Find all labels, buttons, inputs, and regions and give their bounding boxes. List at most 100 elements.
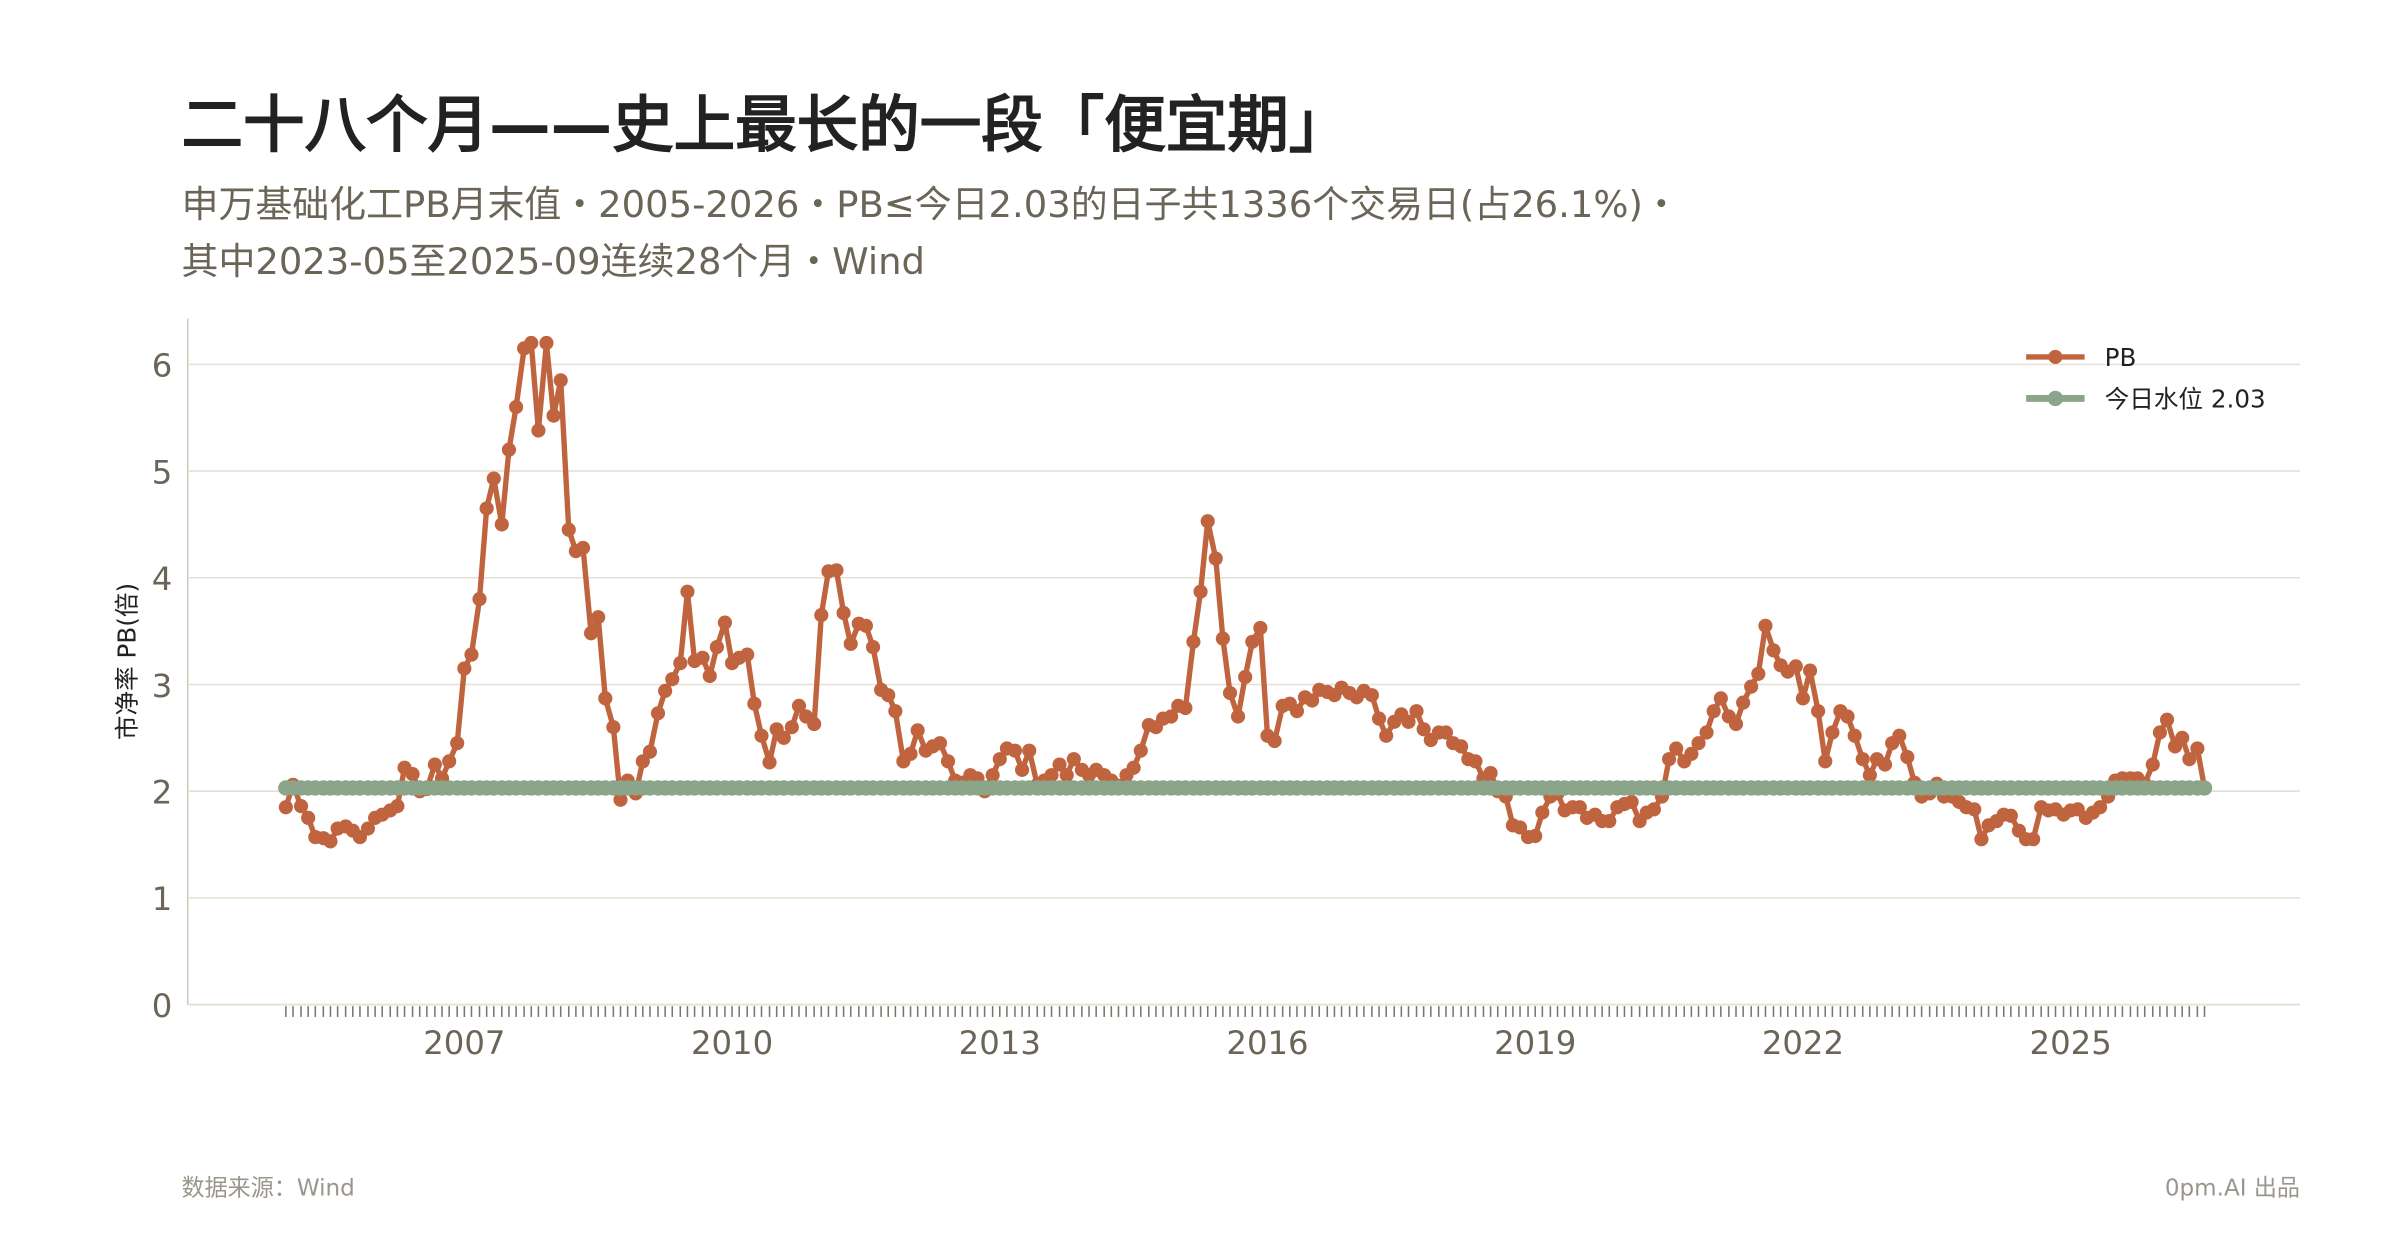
data-point bbox=[546, 408, 561, 423]
data-point bbox=[1022, 743, 1037, 758]
data-point bbox=[1713, 691, 1728, 706]
data-point bbox=[1661, 752, 1677, 767]
data-point bbox=[858, 618, 873, 633]
data-point bbox=[1788, 659, 1803, 674]
data-point bbox=[539, 335, 554, 351]
data-point bbox=[1825, 725, 1840, 740]
data-point bbox=[1133, 743, 1148, 758]
data-point bbox=[1840, 709, 1855, 724]
data-point bbox=[606, 720, 621, 735]
chart-title: 二十八个月——史上最长的一段「便宜期」 bbox=[182, 89, 1351, 161]
data-point bbox=[985, 768, 1000, 783]
data-point bbox=[561, 522, 576, 537]
data-point bbox=[1483, 765, 1498, 781]
data-point bbox=[791, 698, 807, 713]
data-point bbox=[762, 755, 777, 770]
data-point bbox=[1602, 813, 1617, 829]
data-point bbox=[1238, 669, 1253, 685]
data-point bbox=[1699, 725, 1714, 740]
y-axis-label: 市净率 PB(倍) bbox=[112, 583, 141, 740]
legend-label: 今日水位 2.03 bbox=[2105, 385, 2266, 414]
data-point bbox=[1811, 704, 1826, 719]
data-point bbox=[1758, 618, 1773, 633]
data-point bbox=[717, 615, 732, 630]
data-point bbox=[1967, 802, 1982, 817]
data-point bbox=[442, 754, 457, 769]
data-point bbox=[658, 683, 673, 698]
data-point bbox=[1624, 794, 1639, 809]
data-point bbox=[1193, 584, 1208, 599]
data-point bbox=[598, 691, 613, 706]
data-point bbox=[1974, 832, 1989, 847]
data-point bbox=[1706, 704, 1721, 719]
data-point bbox=[509, 399, 524, 415]
y-tick-label: 2 bbox=[152, 774, 173, 812]
x-tick-label: 2010 bbox=[691, 1024, 773, 1062]
data-point bbox=[2152, 725, 2167, 740]
y-tick-label: 0 bbox=[152, 987, 173, 1025]
data-point bbox=[1684, 746, 1699, 761]
data-point bbox=[494, 517, 509, 532]
data-point bbox=[1818, 754, 1833, 769]
data-point bbox=[2175, 730, 2190, 745]
data-point bbox=[486, 471, 501, 486]
data-point bbox=[1877, 757, 1893, 772]
data-point bbox=[1409, 704, 1424, 719]
data-point bbox=[1900, 749, 1915, 765]
y-tick-label: 6 bbox=[152, 347, 173, 385]
credit-note: 0pm.AI 出品 bbox=[2165, 1175, 2300, 1201]
data-point bbox=[1454, 739, 1469, 754]
data-point bbox=[1669, 741, 1684, 756]
legend-label: PB bbox=[2105, 343, 2137, 372]
data-point bbox=[829, 563, 844, 578]
legend-marker bbox=[2048, 349, 2063, 364]
data-point bbox=[1862, 768, 1877, 783]
data-point bbox=[1215, 631, 1230, 646]
data-point bbox=[807, 716, 822, 732]
data-point bbox=[881, 688, 896, 703]
data-point bbox=[405, 767, 420, 782]
data-point bbox=[1305, 693, 1320, 708]
x-tick-label: 2022 bbox=[1762, 1024, 1844, 1062]
legend-marker bbox=[2047, 390, 2064, 407]
data-point bbox=[903, 746, 918, 761]
data-point bbox=[650, 706, 666, 721]
data-point bbox=[1438, 725, 1454, 740]
data-point bbox=[427, 757, 442, 772]
data-point bbox=[1802, 663, 1818, 678]
data-point bbox=[1164, 709, 1179, 724]
data-point bbox=[1528, 828, 1543, 844]
data-point bbox=[1289, 704, 1305, 719]
data-point bbox=[2003, 808, 2018, 823]
data-point bbox=[2093, 800, 2108, 815]
data-point bbox=[360, 821, 376, 836]
data-point bbox=[1646, 802, 1661, 817]
data-point bbox=[665, 672, 680, 687]
data-point bbox=[1126, 760, 1141, 775]
data-point bbox=[1751, 666, 1766, 681]
data-point bbox=[1795, 691, 1811, 706]
data-point bbox=[1222, 685, 1238, 701]
data-point bbox=[1855, 752, 1870, 767]
data-point bbox=[1052, 757, 1067, 772]
data-point bbox=[575, 540, 591, 555]
source-note: 数据来源：Wind bbox=[182, 1175, 355, 1201]
data-point bbox=[836, 605, 851, 621]
data-point bbox=[1416, 722, 1431, 737]
data-point bbox=[1371, 711, 1387, 726]
chart-subtitle: 申万基础化工PB月末值・2005-2026・PB≤今日2.03的日子共1336个… bbox=[182, 183, 1680, 226]
data-point bbox=[1066, 752, 1081, 767]
data-point bbox=[776, 730, 791, 745]
data-point bbox=[740, 647, 755, 662]
data-point bbox=[673, 656, 688, 671]
data-point bbox=[501, 442, 517, 457]
data-point bbox=[2026, 832, 2041, 847]
data-point bbox=[1847, 728, 1862, 743]
data-point bbox=[2196, 780, 2213, 796]
data-point bbox=[1007, 743, 1023, 758]
x-tick-label: 2019 bbox=[1494, 1024, 1576, 1062]
data-point bbox=[940, 754, 956, 769]
x-tick-label: 2013 bbox=[959, 1024, 1041, 1062]
data-point bbox=[1728, 716, 1744, 732]
